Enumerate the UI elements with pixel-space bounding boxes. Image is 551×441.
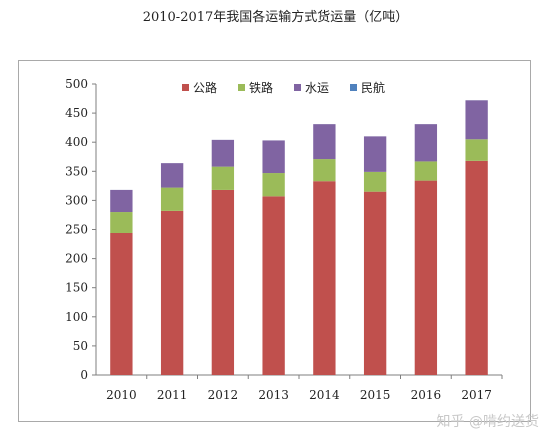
legend-swatch <box>238 84 245 91</box>
y-tick-label: 200 <box>65 252 88 266</box>
bar-segment <box>465 100 488 140</box>
bar-segment <box>313 159 336 182</box>
bar-segment <box>363 191 387 375</box>
y-tick-label: 350 <box>65 164 88 178</box>
x-tick-label: 2017 <box>461 388 492 402</box>
legend-swatch <box>294 84 301 91</box>
legend-label: 民航 <box>361 80 385 95</box>
x-tick-label: 2012 <box>208 388 239 402</box>
legend-label: 水运 <box>305 81 329 95</box>
y-tick-label: 100 <box>65 310 88 324</box>
watermark: 知乎 @啃约送货 <box>436 414 539 430</box>
axes: 0 50 100 150 200 250 300 350 400 450 500 2010 2011 20… <box>65 77 503 402</box>
legend: 公路 铁路 水运 民航 <box>182 80 385 95</box>
bar-segment <box>110 232 133 375</box>
bar-segment <box>160 163 184 188</box>
bar-segment <box>262 140 285 174</box>
x-tick-label: 2015 <box>360 388 391 402</box>
bar-segment <box>211 189 235 375</box>
bar-segment <box>211 166 235 190</box>
bar-segment <box>211 139 235 167</box>
bars <box>110 100 488 375</box>
bar-segment <box>110 189 133 213</box>
bar-segment <box>160 187 184 211</box>
bar-segment <box>262 173 285 197</box>
x-tick-label: 2011 <box>157 388 188 402</box>
chart-title: 2010-2017年我国各运输方式货运量（亿吨） <box>142 10 409 25</box>
x-tick-label: 2014 <box>309 388 340 402</box>
bar-segment <box>313 181 336 375</box>
bar-segment <box>414 161 438 181</box>
y-tick-label: 250 <box>65 223 88 237</box>
y-tick-label: 0 <box>80 368 88 382</box>
bar-segment <box>160 210 184 375</box>
legend-label: 公路 <box>193 80 217 95</box>
y-tick-label: 450 <box>65 106 88 120</box>
y-tick-label: 300 <box>65 193 88 207</box>
y-tick-label: 400 <box>65 135 88 149</box>
chart-frame <box>18 60 531 422</box>
bar-segment <box>363 136 387 172</box>
x-tick-label: 2013 <box>258 388 289 402</box>
bar-segment <box>313 124 336 160</box>
y-tick-label: 150 <box>65 281 88 295</box>
legend-label: 铁路 <box>249 80 273 95</box>
bar-segment <box>414 180 438 375</box>
legend-swatch <box>350 84 357 91</box>
x-tick-label: 2016 <box>411 388 442 402</box>
bar-segment <box>110 212 133 233</box>
y-tick-label: 50 <box>73 339 88 353</box>
bar-segment <box>465 139 488 161</box>
legend-swatch <box>182 84 189 91</box>
bar-segment <box>414 124 438 162</box>
bar-segment <box>363 171 387 192</box>
y-tick-label: 500 <box>65 77 88 91</box>
x-tick-label: 2010 <box>106 388 137 402</box>
bar-segment <box>465 160 488 375</box>
bar-segment <box>262 196 285 375</box>
